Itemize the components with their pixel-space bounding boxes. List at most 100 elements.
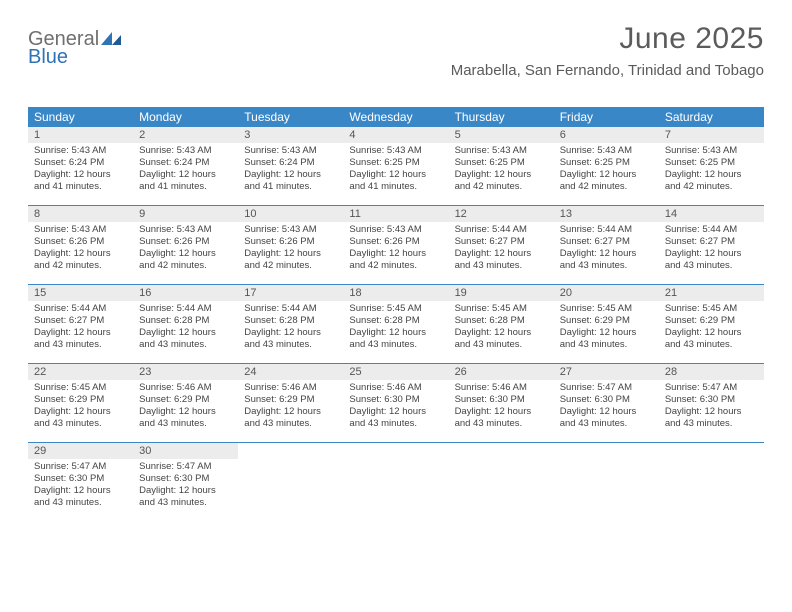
- day-body: Sunrise: 5:46 AMSunset: 6:29 PMDaylight:…: [238, 380, 343, 435]
- day-body: Sunrise: 5:43 AMSunset: 6:24 PMDaylight:…: [238, 143, 343, 198]
- sunrise-line: Sunrise: 5:43 AM: [349, 224, 442, 236]
- sunrise-line: Sunrise: 5:45 AM: [560, 303, 653, 315]
- day-number: 2: [133, 127, 238, 143]
- day-cell: 20Sunrise: 5:45 AMSunset: 6:29 PMDayligh…: [554, 285, 659, 363]
- sunrise-line: Sunrise: 5:45 AM: [455, 303, 548, 315]
- day-number: 18: [343, 285, 448, 301]
- day-cell: 17Sunrise: 5:44 AMSunset: 6:28 PMDayligh…: [238, 285, 343, 363]
- sunset-line: Sunset: 6:24 PM: [34, 157, 127, 169]
- month-title: June 2025: [451, 22, 764, 56]
- sunset-line: Sunset: 6:27 PM: [34, 315, 127, 327]
- sunrise-line: Sunrise: 5:43 AM: [244, 145, 337, 157]
- sunset-line: Sunset: 6:30 PM: [34, 473, 127, 485]
- day-number: [238, 443, 343, 447]
- dow-sunday: Sunday: [28, 107, 133, 127]
- sunset-line: Sunset: 6:24 PM: [139, 157, 232, 169]
- sunrise-line: Sunrise: 5:46 AM: [455, 382, 548, 394]
- dow-thursday: Thursday: [449, 107, 554, 127]
- day-number: 28: [659, 364, 764, 380]
- day-body: Sunrise: 5:46 AMSunset: 6:29 PMDaylight:…: [133, 380, 238, 435]
- day-number: 21: [659, 285, 764, 301]
- day-number: 26: [449, 364, 554, 380]
- daylight-line: Daylight: 12 hours and 43 minutes.: [560, 327, 653, 351]
- calendar-grid: Sunday Monday Tuesday Wednesday Thursday…: [28, 107, 764, 521]
- day-cell: 16Sunrise: 5:44 AMSunset: 6:28 PMDayligh…: [133, 285, 238, 363]
- day-body: Sunrise: 5:47 AMSunset: 6:30 PMDaylight:…: [659, 380, 764, 435]
- sunrise-line: Sunrise: 5:44 AM: [665, 224, 758, 236]
- day-number: 29: [28, 443, 133, 459]
- day-number: 17: [238, 285, 343, 301]
- sunrise-line: Sunrise: 5:44 AM: [560, 224, 653, 236]
- week-row: 1Sunrise: 5:43 AMSunset: 6:24 PMDaylight…: [28, 127, 764, 205]
- day-cell: 10Sunrise: 5:43 AMSunset: 6:26 PMDayligh…: [238, 206, 343, 284]
- day-number: 11: [343, 206, 448, 222]
- day-body: Sunrise: 5:43 AMSunset: 6:24 PMDaylight:…: [28, 143, 133, 198]
- sunrise-line: Sunrise: 5:47 AM: [139, 461, 232, 473]
- day-body: Sunrise: 5:43 AMSunset: 6:25 PMDaylight:…: [659, 143, 764, 198]
- daylight-line: Daylight: 12 hours and 43 minutes.: [455, 327, 548, 351]
- sunset-line: Sunset: 6:30 PM: [349, 394, 442, 406]
- day-body: Sunrise: 5:43 AMSunset: 6:25 PMDaylight:…: [343, 143, 448, 198]
- day-number: 10: [238, 206, 343, 222]
- day-number: 23: [133, 364, 238, 380]
- day-body: Sunrise: 5:44 AMSunset: 6:28 PMDaylight:…: [133, 301, 238, 356]
- daylight-line: Daylight: 12 hours and 43 minutes.: [455, 406, 548, 430]
- day-number: 4: [343, 127, 448, 143]
- day-cell: 1Sunrise: 5:43 AMSunset: 6:24 PMDaylight…: [28, 127, 133, 205]
- daylight-line: Daylight: 12 hours and 43 minutes.: [34, 327, 127, 351]
- day-number: 13: [554, 206, 659, 222]
- day-number: 24: [238, 364, 343, 380]
- sunrise-line: Sunrise: 5:43 AM: [139, 224, 232, 236]
- day-body: Sunrise: 5:43 AMSunset: 6:26 PMDaylight:…: [133, 222, 238, 277]
- day-body: Sunrise: 5:45 AMSunset: 6:28 PMDaylight:…: [449, 301, 554, 356]
- sunset-line: Sunset: 6:26 PM: [349, 236, 442, 248]
- sunrise-line: Sunrise: 5:44 AM: [455, 224, 548, 236]
- sunrise-line: Sunrise: 5:43 AM: [34, 224, 127, 236]
- day-number: 20: [554, 285, 659, 301]
- day-cell: 14Sunrise: 5:44 AMSunset: 6:27 PMDayligh…: [659, 206, 764, 284]
- day-body: Sunrise: 5:44 AMSunset: 6:27 PMDaylight:…: [449, 222, 554, 277]
- sunset-line: Sunset: 6:25 PM: [560, 157, 653, 169]
- sunset-line: Sunset: 6:26 PM: [244, 236, 337, 248]
- daylight-line: Daylight: 12 hours and 43 minutes.: [139, 327, 232, 351]
- logo-sub: Blue: [28, 46, 68, 69]
- day-cell: 21Sunrise: 5:45 AMSunset: 6:29 PMDayligh…: [659, 285, 764, 363]
- day-cell: [449, 443, 554, 521]
- dow-monday: Monday: [133, 107, 238, 127]
- day-number: 19: [449, 285, 554, 301]
- dow-saturday: Saturday: [659, 107, 764, 127]
- day-number: [343, 443, 448, 447]
- sunrise-line: Sunrise: 5:47 AM: [34, 461, 127, 473]
- day-number: 27: [554, 364, 659, 380]
- sunrise-line: Sunrise: 5:43 AM: [244, 224, 337, 236]
- location-text: Marabella, San Fernando, Trinidad and To…: [451, 62, 764, 79]
- sunrise-line: Sunrise: 5:43 AM: [349, 145, 442, 157]
- day-number: 3: [238, 127, 343, 143]
- day-cell: 6Sunrise: 5:43 AMSunset: 6:25 PMDaylight…: [554, 127, 659, 205]
- day-body: Sunrise: 5:45 AMSunset: 6:29 PMDaylight:…: [554, 301, 659, 356]
- sunset-line: Sunset: 6:26 PM: [34, 236, 127, 248]
- daylight-line: Daylight: 12 hours and 43 minutes.: [665, 327, 758, 351]
- day-cell: [554, 443, 659, 521]
- day-cell: 8Sunrise: 5:43 AMSunset: 6:26 PMDaylight…: [28, 206, 133, 284]
- day-cell: 19Sunrise: 5:45 AMSunset: 6:28 PMDayligh…: [449, 285, 554, 363]
- day-body: Sunrise: 5:43 AMSunset: 6:26 PMDaylight:…: [28, 222, 133, 277]
- daylight-line: Daylight: 12 hours and 43 minutes.: [665, 406, 758, 430]
- sunset-line: Sunset: 6:30 PM: [560, 394, 653, 406]
- sunset-line: Sunset: 6:28 PM: [244, 315, 337, 327]
- day-body: Sunrise: 5:46 AMSunset: 6:30 PMDaylight:…: [449, 380, 554, 435]
- sunrise-line: Sunrise: 5:46 AM: [139, 382, 232, 394]
- logo-mark-icon: [101, 29, 123, 50]
- daylight-line: Daylight: 12 hours and 42 minutes.: [665, 169, 758, 193]
- day-cell: 30Sunrise: 5:47 AMSunset: 6:30 PMDayligh…: [133, 443, 238, 521]
- day-number: 30: [133, 443, 238, 459]
- day-number: 12: [449, 206, 554, 222]
- sunrise-line: Sunrise: 5:43 AM: [560, 145, 653, 157]
- sunrise-line: Sunrise: 5:43 AM: [34, 145, 127, 157]
- day-body: Sunrise: 5:47 AMSunset: 6:30 PMDaylight:…: [133, 459, 238, 514]
- daylight-line: Daylight: 12 hours and 42 minutes.: [455, 169, 548, 193]
- daylight-line: Daylight: 12 hours and 43 minutes.: [455, 248, 548, 272]
- day-body: Sunrise: 5:45 AMSunset: 6:29 PMDaylight:…: [659, 301, 764, 356]
- sunrise-line: Sunrise: 5:47 AM: [665, 382, 758, 394]
- day-cell: 26Sunrise: 5:46 AMSunset: 6:30 PMDayligh…: [449, 364, 554, 442]
